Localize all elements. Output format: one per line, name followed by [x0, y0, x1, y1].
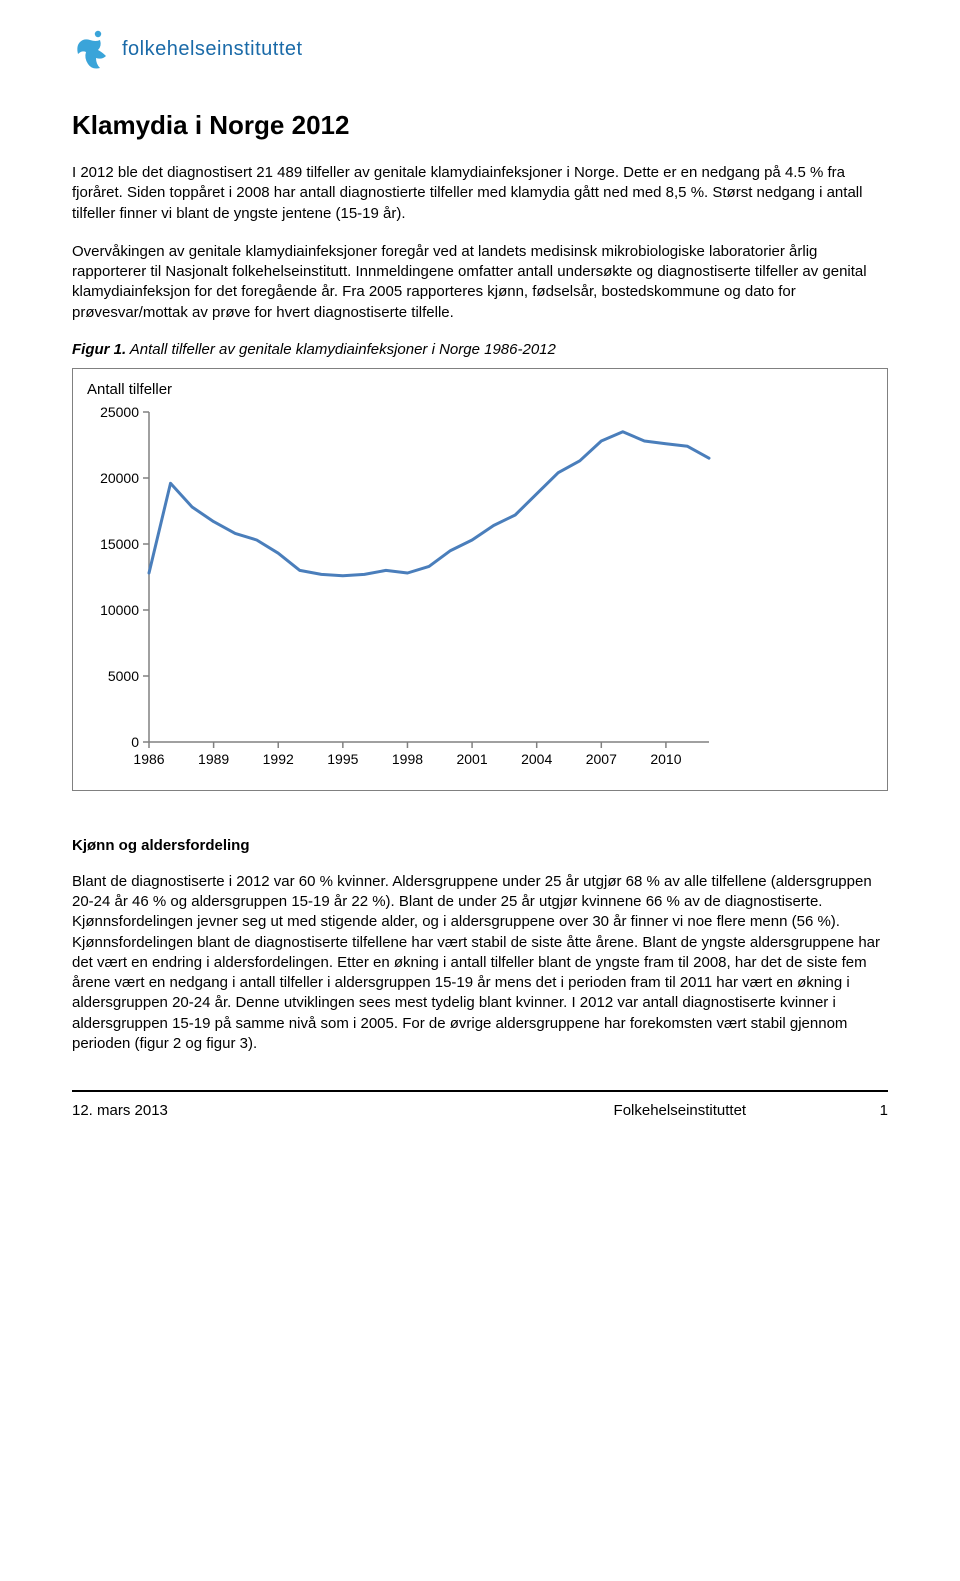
figure-1-label: Figur 1.	[72, 341, 126, 358]
intro-paragraph-2: Overvåkingen av genitale klamydiainfeksj…	[72, 242, 888, 323]
svg-text:15000: 15000	[100, 536, 139, 552]
svg-text:0: 0	[131, 734, 139, 750]
svg-text:1986: 1986	[133, 751, 164, 767]
document-title: Klamydia i Norge 2012	[72, 110, 888, 141]
svg-text:2010: 2010	[650, 751, 681, 767]
line-chart-svg: 0 5000 10000 15000 20000 25000 1986 1989 1992 199…	[87, 404, 721, 776]
page-footer: 12. mars 2013 Folkehelseinstituttet 1	[72, 1102, 888, 1119]
svg-text:2004: 2004	[521, 751, 552, 767]
svg-text:1998: 1998	[392, 751, 423, 767]
figure-1-caption: Figur 1. Antall tilfeller av genitale kl…	[72, 341, 888, 358]
svg-text:2007: 2007	[586, 751, 617, 767]
logo-icon	[72, 28, 114, 70]
svg-text:5000: 5000	[108, 668, 139, 684]
svg-text:20000: 20000	[100, 470, 139, 486]
logo: folkehelseinstituttet	[72, 28, 888, 70]
intro-paragraph-1: I 2012 ble det diagnostisert 21 489 tilf…	[72, 163, 888, 224]
figure-1-chart: Antall tilfeller 0 5000 10000 15000 20000 250…	[72, 368, 888, 791]
svg-text:10000: 10000	[100, 602, 139, 618]
footer-divider	[72, 1090, 888, 1092]
svg-text:1992: 1992	[263, 751, 294, 767]
footer-org: Folkehelseinstituttet	[614, 1102, 747, 1119]
footer-date: 12. mars 2013	[72, 1102, 480, 1119]
svg-text:2001: 2001	[456, 751, 487, 767]
chart-y-axis-title: Antall tilfeller	[87, 381, 873, 398]
footer-page-number: 1	[880, 1102, 888, 1119]
logo-text: folkehelseinstituttet	[122, 38, 303, 61]
svg-text:1989: 1989	[198, 751, 229, 767]
svg-text:25000: 25000	[100, 404, 139, 420]
section-gender-age-heading: Kjønn og aldersfordeling	[72, 837, 888, 854]
gender-age-paragraph: Blant de diagnostiserte i 2012 var 60 % …	[72, 872, 888, 1054]
svg-text:1995: 1995	[327, 751, 358, 767]
figure-1-desc: Antall tilfeller av genitale klamydiainf…	[126, 341, 556, 358]
